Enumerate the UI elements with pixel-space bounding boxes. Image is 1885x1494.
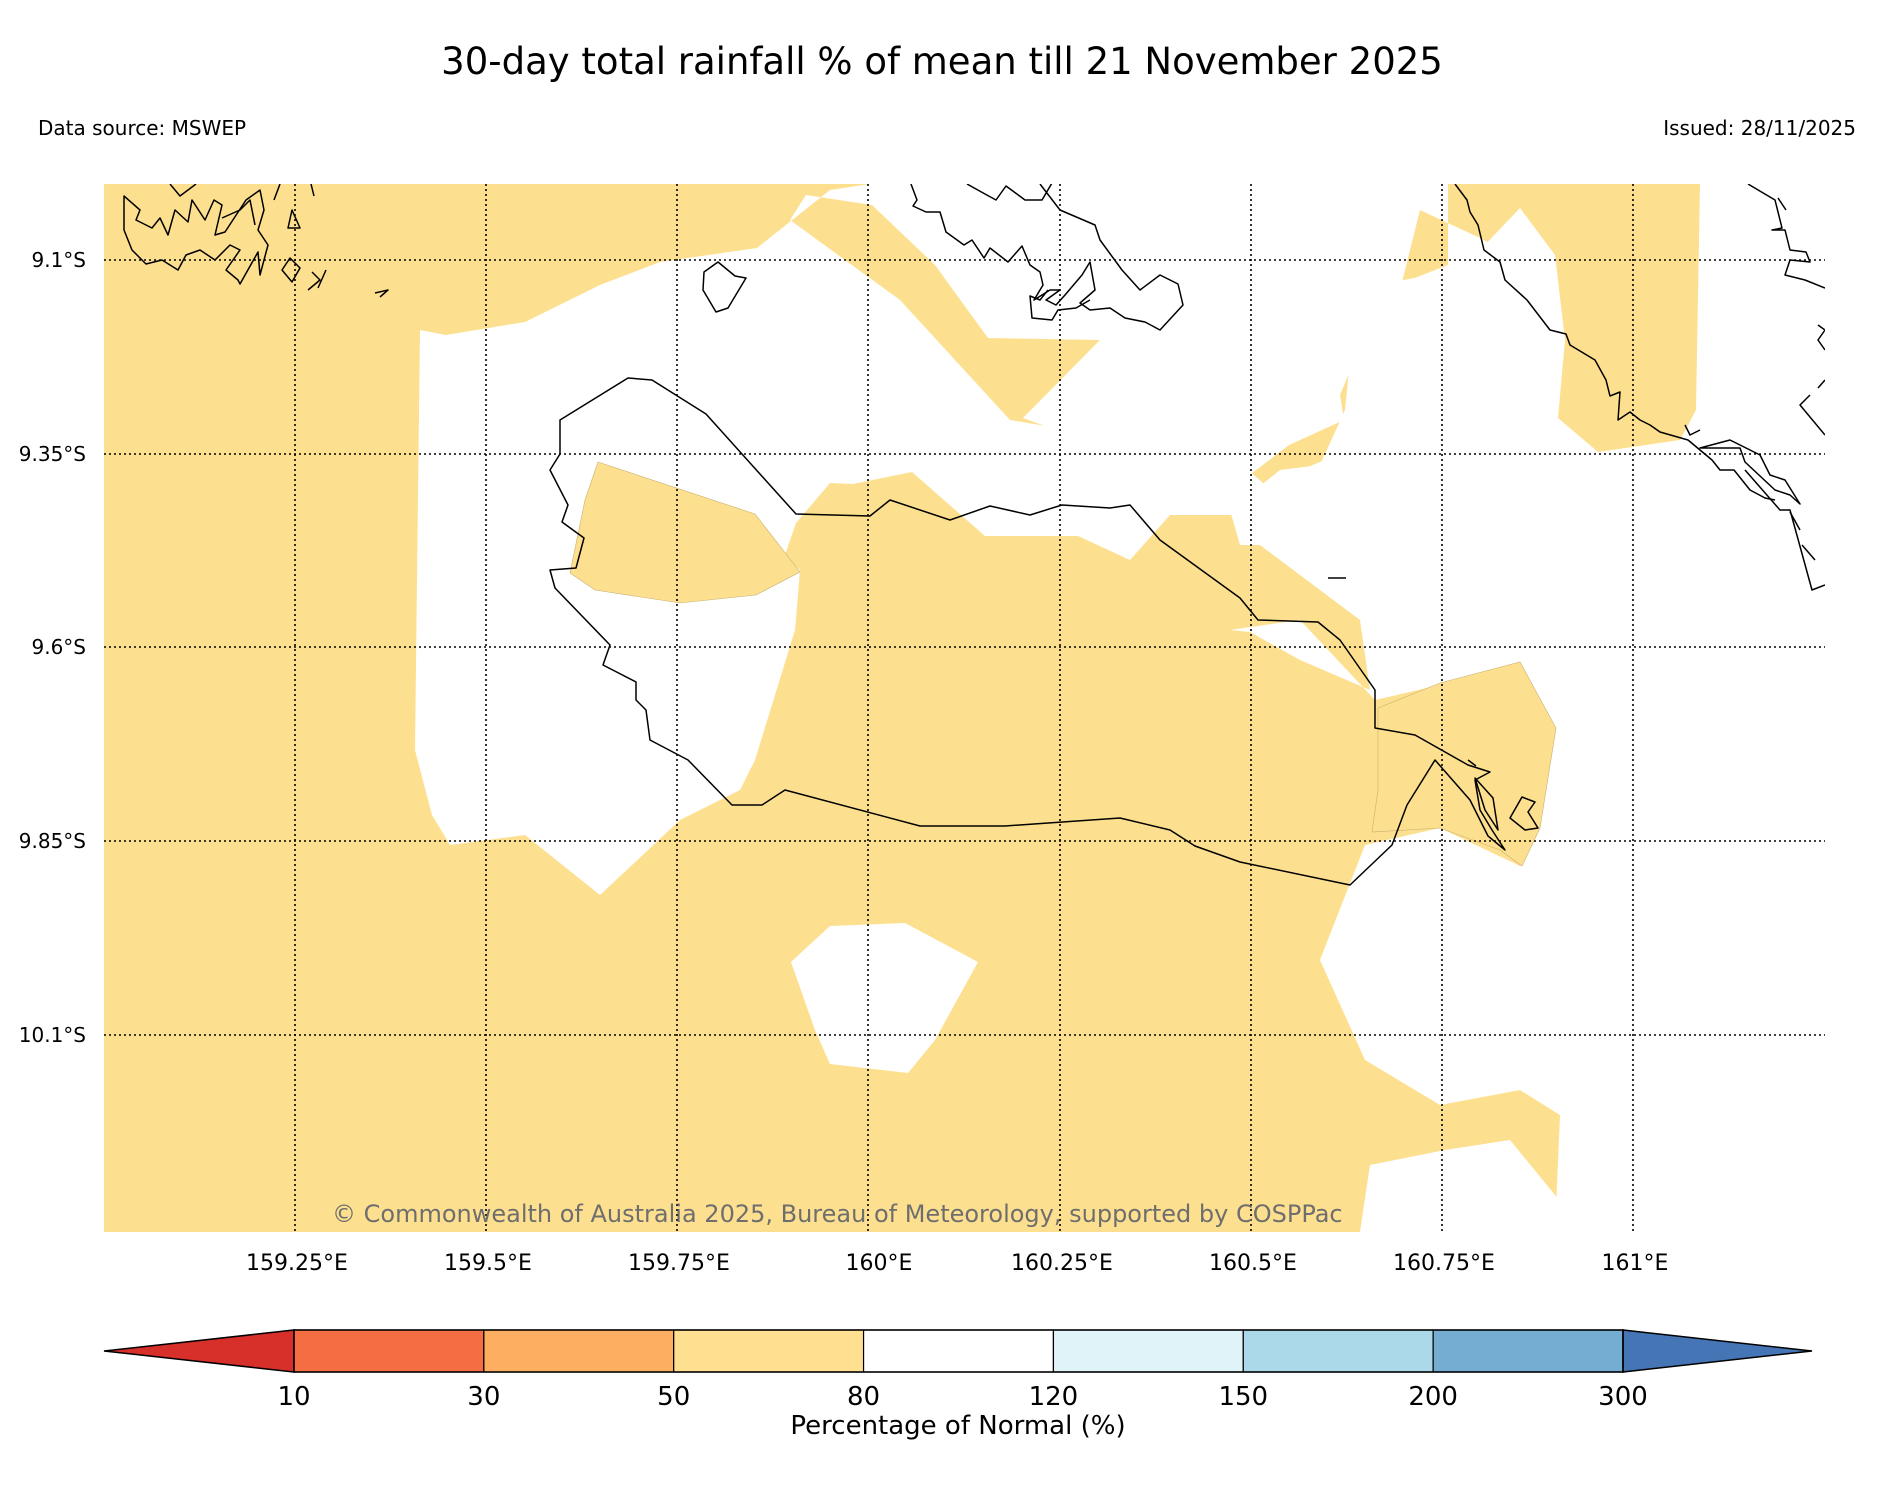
colorbar-segment bbox=[673, 1329, 865, 1373]
colorbar-segment bbox=[1432, 1329, 1624, 1373]
issued-date-label: Issued: 28/11/2025 bbox=[1663, 116, 1856, 140]
lon-label: 160.5°E bbox=[1209, 1251, 1297, 1276]
map-panel: © Commonwealth of Australia 2025, Bureau… bbox=[104, 184, 1825, 1232]
lon-label: 159.25°E bbox=[246, 1251, 348, 1276]
colorbar-tick-label: 30 bbox=[467, 1382, 500, 1412]
longitude-labels: 159.25°E 159.5°E 159.75°E 160°E 160.25°E… bbox=[246, 1251, 1668, 1276]
rainfall-80-120-region-south bbox=[791, 923, 978, 1073]
lat-label: 9.6°S bbox=[31, 635, 86, 659]
rainfall-80-120-region-east bbox=[1230, 184, 1825, 1232]
rainfall-50-80-region-west bbox=[569, 461, 801, 604]
colorbar-segment bbox=[1242, 1329, 1434, 1373]
colorbar: 10 30 50 80 120 150 200 300 Percentage of Norma… bbox=[103, 1329, 1813, 1441]
colorbar-tick-label: 50 bbox=[657, 1382, 690, 1412]
coastlines bbox=[123, 184, 1825, 886]
lon-label: 159.5°E bbox=[444, 1251, 532, 1276]
lon-label: 159.75°E bbox=[628, 1251, 730, 1276]
colorbar-title: Percentage of Normal (%) bbox=[790, 1411, 1125, 1441]
lon-label: 161°E bbox=[1602, 1251, 1669, 1276]
rainfall-80-120-region bbox=[415, 184, 1545, 895]
colorbar-tick-label: 10 bbox=[277, 1382, 310, 1412]
data-source-label: Data source: MSWEP bbox=[38, 116, 246, 140]
lat-label: 9.35°S bbox=[19, 442, 86, 466]
lon-label: 160°E bbox=[846, 1251, 913, 1276]
colorbar-upper-extension bbox=[1622, 1329, 1813, 1373]
map-title: 30-day total rainfall % of mean till 21 … bbox=[441, 40, 1443, 83]
colorbar-segment bbox=[862, 1329, 1055, 1373]
lat-label: 9.85°S bbox=[19, 829, 86, 853]
latitude-labels: 9.1°S 9.35°S 9.6°S 9.85°S 10.1°S bbox=[19, 248, 86, 1047]
lat-label: 9.1°S bbox=[31, 248, 86, 272]
colorbar-tick-label: 80 bbox=[847, 1382, 880, 1412]
lat-label: 10.1°S bbox=[19, 1023, 86, 1047]
lon-label: 160.25°E bbox=[1011, 1251, 1113, 1276]
colorbar-tick-label: 120 bbox=[1029, 1382, 1079, 1412]
colorbar-frame bbox=[293, 1329, 1624, 1373]
rainfall-50-80-region-east bbox=[1371, 661, 1557, 867]
lon-label: 160.75°E bbox=[1393, 1251, 1495, 1276]
graticule bbox=[104, 184, 1825, 1232]
colorbar-segment bbox=[1052, 1329, 1244, 1373]
colorbar-tick-label: 300 bbox=[1598, 1382, 1648, 1412]
colorbar-lower-extension bbox=[103, 1329, 295, 1373]
copyright-credit: © Commonwealth of Australia 2025, Bureau… bbox=[332, 1200, 1343, 1228]
colorbar-tick-label: 200 bbox=[1408, 1382, 1458, 1412]
colorbar-segment bbox=[293, 1329, 485, 1373]
colorbar-segment bbox=[483, 1329, 675, 1373]
colorbar-tick-label: 150 bbox=[1218, 1382, 1268, 1412]
